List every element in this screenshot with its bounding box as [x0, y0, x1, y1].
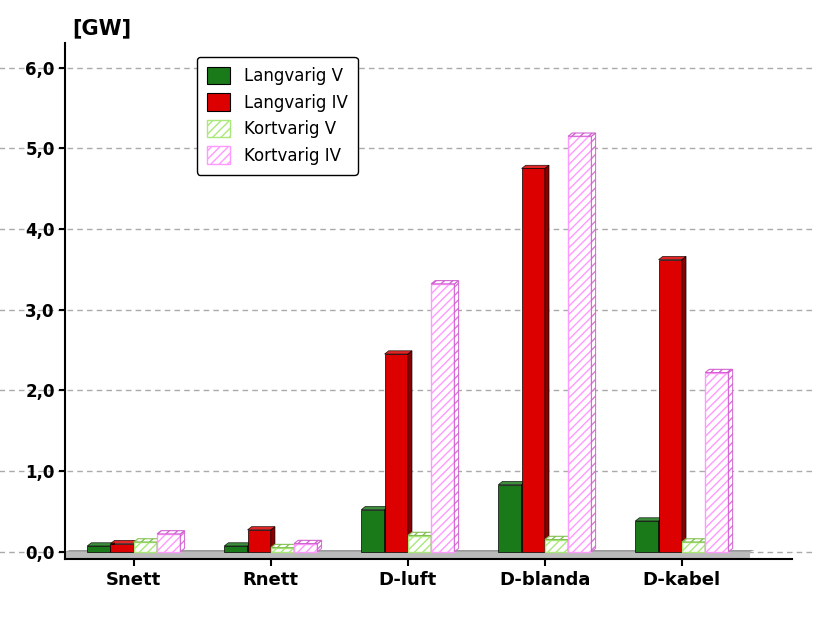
Bar — [499, 485, 521, 551]
Polygon shape — [705, 369, 733, 373]
Polygon shape — [568, 133, 596, 136]
Polygon shape — [592, 133, 596, 551]
Polygon shape — [729, 369, 733, 551]
Bar — [361, 510, 384, 551]
Bar — [294, 543, 317, 551]
Bar — [384, 354, 408, 551]
Bar — [568, 136, 592, 551]
Polygon shape — [224, 543, 251, 546]
Polygon shape — [499, 481, 526, 485]
Polygon shape — [545, 165, 549, 551]
Polygon shape — [134, 540, 138, 551]
Bar — [110, 543, 134, 551]
Polygon shape — [361, 507, 388, 510]
Polygon shape — [455, 281, 459, 551]
Bar — [545, 540, 568, 551]
Bar — [408, 535, 431, 551]
Polygon shape — [110, 543, 114, 551]
Polygon shape — [521, 165, 549, 168]
Polygon shape — [384, 507, 388, 551]
Polygon shape — [157, 531, 184, 534]
Polygon shape — [271, 527, 275, 551]
Polygon shape — [659, 518, 663, 551]
Bar — [157, 534, 180, 551]
Polygon shape — [134, 539, 162, 542]
Polygon shape — [545, 537, 572, 540]
Polygon shape — [87, 543, 114, 546]
Polygon shape — [247, 527, 275, 530]
Bar — [87, 546, 110, 551]
Polygon shape — [682, 539, 709, 542]
Polygon shape — [705, 539, 709, 551]
Bar — [65, 551, 751, 559]
Polygon shape — [636, 518, 663, 521]
Polygon shape — [568, 537, 572, 551]
Polygon shape — [180, 531, 184, 551]
Polygon shape — [271, 545, 298, 548]
Legend: Langvarig V, Langvarig IV, Kortvarig V, Kortvarig IV: Langvarig V, Langvarig IV, Kortvarig V, … — [197, 57, 357, 175]
Polygon shape — [384, 351, 412, 354]
Bar — [682, 542, 705, 551]
Bar — [705, 373, 729, 551]
Bar — [659, 260, 682, 551]
Polygon shape — [317, 540, 322, 551]
Polygon shape — [294, 545, 298, 551]
Bar — [271, 548, 294, 551]
Bar — [224, 546, 247, 551]
Polygon shape — [521, 481, 526, 551]
Polygon shape — [408, 532, 435, 535]
Bar — [134, 542, 157, 551]
Bar — [521, 168, 545, 551]
Text: [GW]: [GW] — [73, 18, 131, 39]
Polygon shape — [247, 543, 251, 551]
Polygon shape — [65, 550, 755, 551]
Bar — [431, 284, 455, 551]
Polygon shape — [408, 351, 412, 551]
Polygon shape — [431, 281, 459, 284]
Polygon shape — [110, 540, 138, 543]
Polygon shape — [157, 539, 162, 551]
Bar — [247, 530, 271, 551]
Polygon shape — [294, 540, 322, 543]
Polygon shape — [431, 532, 435, 551]
Polygon shape — [682, 256, 686, 551]
Polygon shape — [659, 256, 686, 260]
Bar — [636, 521, 659, 551]
